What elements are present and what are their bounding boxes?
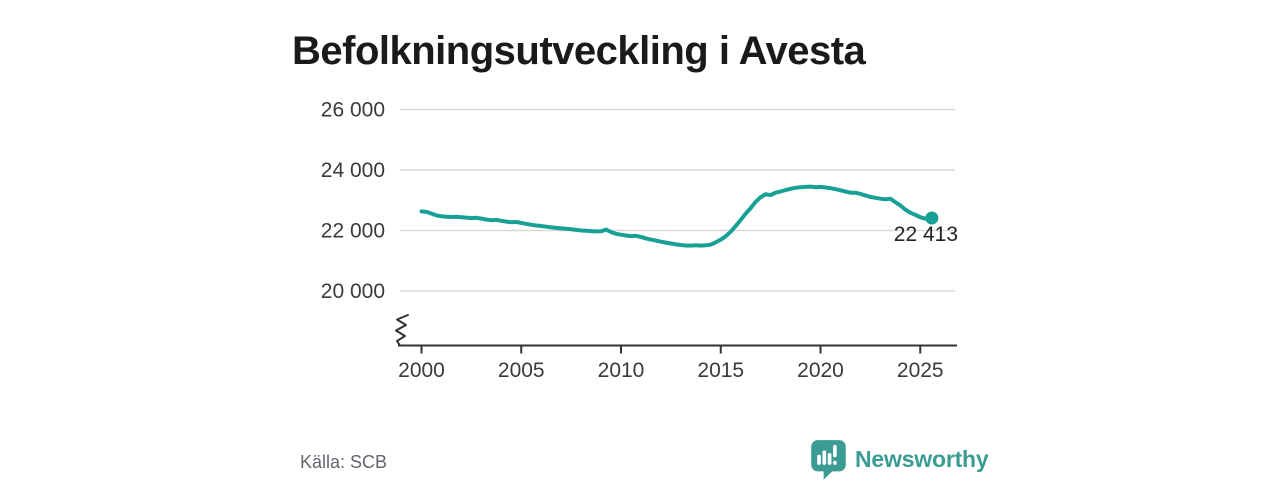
newsworthy-logo[interactable]: Newsworthy: [810, 439, 989, 480]
x-tick-label: 2005: [498, 359, 545, 382]
y-tick-label: 22 000: [321, 220, 385, 243]
newsworthy-bubble-chart-icon: [811, 440, 846, 480]
population-line-chart: 20 000 22 000 24 000 26 000 2000 2005 2010 2015…: [321, 99, 958, 383]
y-tick-label: 26 000: [321, 99, 385, 122]
x-tick-label: 2025: [897, 359, 944, 382]
x-tick-label: 2010: [598, 359, 645, 382]
newsworthy-wordmark: Newsworthy: [855, 446, 989, 472]
y-tick-label: 20 000: [321, 280, 385, 303]
end-point-dot: [925, 211, 939, 225]
population-line: [419, 184, 934, 248]
end-value-label: 22 413: [894, 223, 958, 246]
x-tick-label: 2000: [398, 359, 445, 382]
x-tick-label: 2020: [797, 359, 844, 382]
source-note: Källa: SCB: [300, 452, 388, 472]
axis-break-icon: [395, 314, 409, 347]
y-tick-label: 24 000: [321, 159, 385, 182]
page-title: Befolkningsutveckling i Avesta: [292, 28, 866, 73]
x-tick-label: 2015: [697, 359, 744, 382]
